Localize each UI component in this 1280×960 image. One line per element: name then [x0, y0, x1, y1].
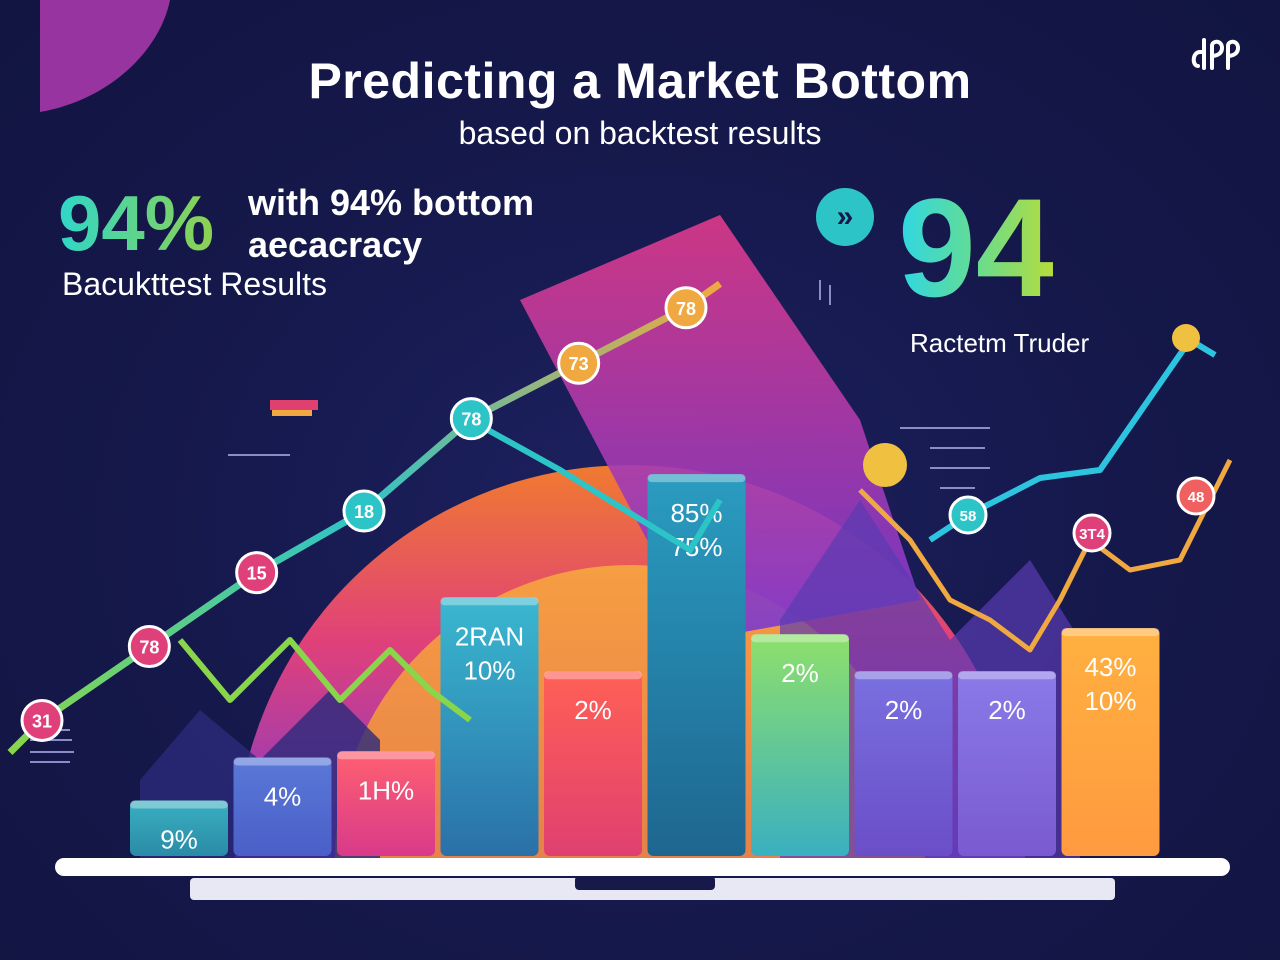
bar-cap — [233, 757, 332, 766]
backtest-results-label: Bacukttest Results — [62, 266, 327, 302]
page-subtitle: based on backtest results — [458, 115, 822, 151]
line-point-marker — [20, 698, 64, 742]
line-point-label: 78 — [676, 299, 696, 319]
bar-value-label: 4% — [264, 781, 302, 811]
bar-cap — [751, 634, 849, 643]
bar-cap — [544, 671, 642, 680]
platform-notch — [575, 876, 715, 890]
house-icon — [863, 443, 907, 487]
right-point-label: 3T4 — [1079, 526, 1106, 543]
bar-cap — [440, 597, 539, 606]
bar-value-label: 2% — [885, 695, 923, 725]
platform-top — [55, 858, 1230, 876]
bar — [958, 671, 1056, 856]
bar-value-label: 2RAN — [455, 621, 524, 651]
bar — [1061, 628, 1160, 856]
bar — [544, 671, 642, 856]
zigzag-lines — [177, 458, 1233, 723]
bar — [440, 597, 539, 856]
line-point-label: 73 — [569, 354, 589, 374]
bar — [854, 671, 953, 856]
chevrons-icon: » — [816, 188, 874, 246]
line-point-label: 15 — [247, 564, 267, 584]
line-point-marker — [127, 625, 171, 669]
right-point-marker — [948, 495, 988, 535]
teal-drop-line — [468, 417, 723, 555]
bar — [337, 751, 435, 856]
bar-cap — [958, 671, 1056, 680]
accuracy-text-line1: with 94% bottom — [248, 182, 534, 223]
line-point-marker — [449, 397, 493, 441]
top-point-marker — [1172, 324, 1200, 352]
big-number-stat: 94 — [898, 169, 1054, 326]
accuracy-text-line2: aecacracy — [248, 224, 423, 265]
bar-value-label: 9% — [160, 825, 198, 855]
big-accuracy-stat: 94% — [58, 179, 215, 267]
bar-value-label: 10% — [1084, 686, 1136, 716]
right-point-label: 48 — [1188, 489, 1205, 506]
bar-cap — [130, 800, 228, 809]
bar-value-label: 1H% — [358, 775, 414, 805]
page-title: Predicting a Market Bottom — [308, 53, 972, 109]
line-point-marker — [557, 341, 601, 385]
decor-blocks — [270, 400, 318, 416]
bar — [130, 800, 228, 856]
bar-value-label: 2% — [988, 695, 1026, 725]
bar-cap — [1061, 628, 1160, 637]
bar — [751, 634, 849, 856]
line-points: 31 78 15 18 78 73 78 58 3T4 48 — [7, 280, 1217, 755]
trader-label: Ractetm Truder — [910, 328, 1090, 358]
bar-value-label: 43% — [1084, 652, 1136, 682]
bar-value-label: 2% — [574, 695, 612, 725]
right-point-label: 58 — [960, 508, 977, 525]
line-point-label: 78 — [461, 410, 481, 430]
bar-value-label: 2% — [781, 658, 819, 688]
brand-logo-icon — [1191, 38, 1241, 70]
right-point-marker — [1176, 476, 1216, 516]
line-point-label: 31 — [32, 711, 52, 731]
line-point-label: 78 — [139, 638, 159, 658]
line-point-label: 18 — [354, 502, 374, 522]
corner-blob — [40, 0, 170, 112]
line-point-marker — [664, 286, 708, 330]
line-point-marker — [235, 551, 279, 595]
line-point-marker — [342, 489, 386, 533]
right-point-marker — [1072, 513, 1112, 553]
bar — [647, 474, 746, 856]
bar — [233, 757, 332, 856]
bar-cap — [337, 751, 435, 760]
orange-zigzag — [858, 458, 1233, 653]
bar-value-label: 10% — [463, 655, 515, 685]
bar-cap — [854, 671, 953, 680]
peak-shape — [520, 215, 920, 640]
green-zigzag — [177, 637, 472, 723]
bar-cap — [647, 474, 746, 483]
